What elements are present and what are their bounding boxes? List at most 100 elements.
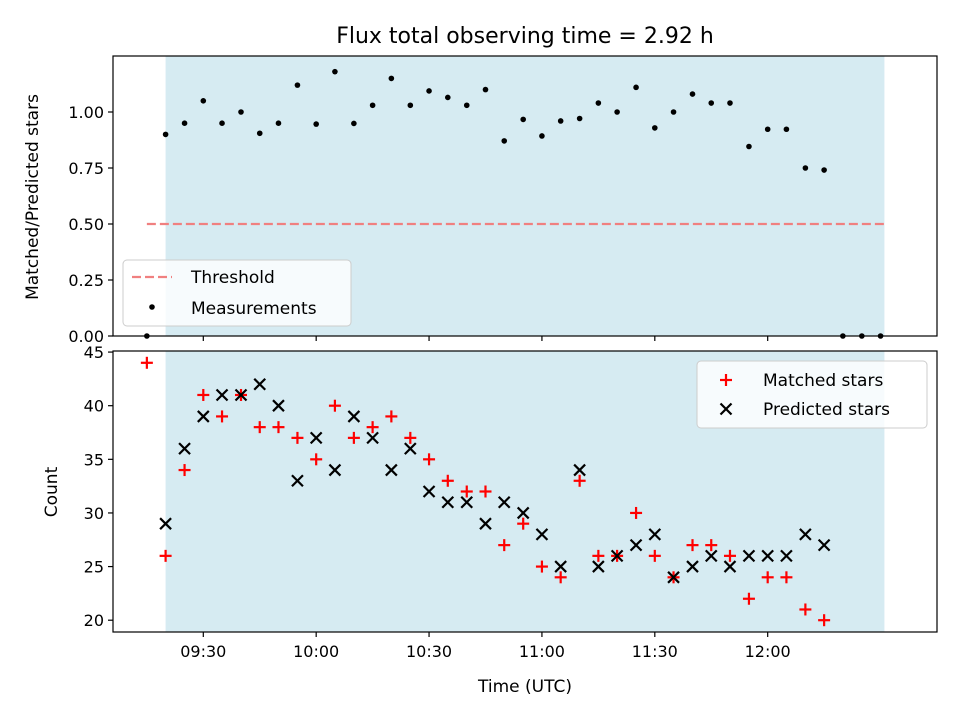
matched-star-point — [686, 539, 699, 552]
matched-star-point — [818, 614, 831, 627]
measurement-point — [294, 82, 301, 88]
x-tick-label: 10:00 — [293, 642, 339, 661]
matched-star-point — [423, 453, 436, 466]
predicted-star-point — [385, 463, 398, 477]
predicted-star-point — [535, 528, 549, 541]
matched-star-point — [272, 421, 285, 434]
predicted-star-point — [479, 517, 492, 530]
matched-star-point — [291, 431, 304, 444]
measurement-point — [576, 115, 583, 122]
measurement-point — [332, 68, 338, 75]
bottom-y-axis-label: Count — [42, 466, 62, 517]
matched-star-point — [723, 549, 736, 562]
legend-matched-swatch — [720, 374, 732, 386]
legend-predicted-swatch — [719, 402, 733, 416]
measurement-point — [256, 130, 263, 137]
measurement-point — [520, 116, 526, 123]
predicted-star-point — [404, 442, 417, 455]
predicted-star-point — [309, 431, 323, 445]
matched-star-point — [780, 571, 793, 584]
measurement-point — [275, 120, 282, 126]
predicted-star-point — [441, 495, 455, 509]
measurement-point — [614, 109, 620, 115]
measurement-point — [783, 126, 790, 133]
measurement-point — [764, 126, 771, 133]
matched-star-point — [441, 474, 454, 487]
matched-star-point — [253, 421, 266, 434]
predicted-star-point — [460, 495, 474, 509]
predicted-star-point — [817, 538, 831, 552]
measurement-point — [821, 167, 827, 173]
x-tick-label: 09:30 — [180, 642, 226, 661]
matched-star-point — [347, 431, 360, 444]
matched-star-point — [140, 356, 153, 369]
bottom-y-tick-label: 25 — [84, 558, 104, 577]
matched-star-point — [310, 453, 323, 466]
chart-title: Flux total observing time = 2.92 h — [336, 24, 714, 49]
measurement-point — [689, 91, 696, 97]
matched-star-point — [216, 410, 229, 423]
bottom-legend-box — [696, 360, 928, 429]
matched-star-point — [328, 399, 341, 412]
measurement-point — [369, 102, 376, 109]
matched-star-point — [705, 539, 718, 552]
predicted-star-point — [610, 549, 624, 563]
matched-star-point — [648, 549, 661, 562]
measurement-point — [407, 102, 414, 109]
matched-star-point — [178, 464, 191, 477]
predicted-star-point — [328, 463, 342, 477]
predicted-star-point — [197, 410, 210, 423]
measurement-point — [181, 120, 188, 126]
predicted-star-point — [178, 442, 191, 455]
top-y-tick-label: 0.50 — [68, 215, 104, 234]
top-y-tick-label: 0.75 — [68, 159, 104, 178]
top-y-tick-label: 0.25 — [68, 271, 104, 290]
x-tick-label: 11:00 — [519, 642, 565, 661]
predicted-star-point — [291, 474, 304, 488]
x-tick-label: 12:00 — [745, 642, 791, 661]
bottom-y-tick-label: 20 — [84, 611, 104, 630]
measurement-point — [463, 102, 470, 109]
measurement-point — [557, 118, 564, 124]
matched-star-point — [535, 560, 548, 573]
predicted-star-point — [497, 495, 511, 509]
predicted-star-point — [347, 410, 361, 423]
matched-star-point — [554, 571, 567, 584]
legend-predicted-label: Predicted stars — [763, 400, 890, 420]
predicted-star-point — [573, 463, 586, 477]
matched-star-point — [460, 485, 473, 498]
measurement-point — [727, 100, 733, 106]
legend-threshold-label: Threshold — [190, 268, 275, 288]
measurement-point — [200, 98, 207, 104]
bottom-legend: Matched stars Predicted stars — [696, 360, 928, 429]
matched-star-point — [761, 571, 774, 584]
measurement-point — [652, 125, 658, 131]
x-tick-label: 10:30 — [406, 642, 452, 661]
matched-star-point — [799, 603, 812, 616]
predicted-star-point — [799, 528, 812, 541]
top-panel: 0.00 0.25 0.50 0.75 1.00 Threshold Measurement… — [68, 55, 938, 346]
measurement-point — [426, 88, 432, 94]
measurement-point — [162, 131, 169, 138]
bottom-axes-frame — [112, 350, 938, 633]
predicted-star-point — [592, 560, 605, 573]
predicted-star-point — [366, 431, 379, 445]
matched-star-point — [404, 431, 417, 444]
matched-star-point — [498, 539, 511, 552]
measurement-point — [802, 165, 809, 171]
legend-measurements-label: Measurements — [191, 299, 317, 319]
matched-star-point — [742, 592, 755, 605]
top-axes-frame — [112, 55, 938, 337]
matched-star-point — [573, 474, 586, 487]
measurement-point — [388, 75, 395, 82]
predicted-star-point — [704, 549, 718, 563]
measurement-point — [746, 143, 752, 150]
top-legend-box — [122, 259, 352, 327]
measurement-point — [219, 120, 225, 126]
x-axis-label: Time (UTC) — [477, 677, 572, 697]
legend-measurements-swatch — [149, 304, 155, 310]
top-y-tick-label: 1.00 — [68, 103, 104, 122]
predicted-star-point — [234, 388, 248, 402]
bottom-y-tick-label: 35 — [84, 450, 104, 469]
